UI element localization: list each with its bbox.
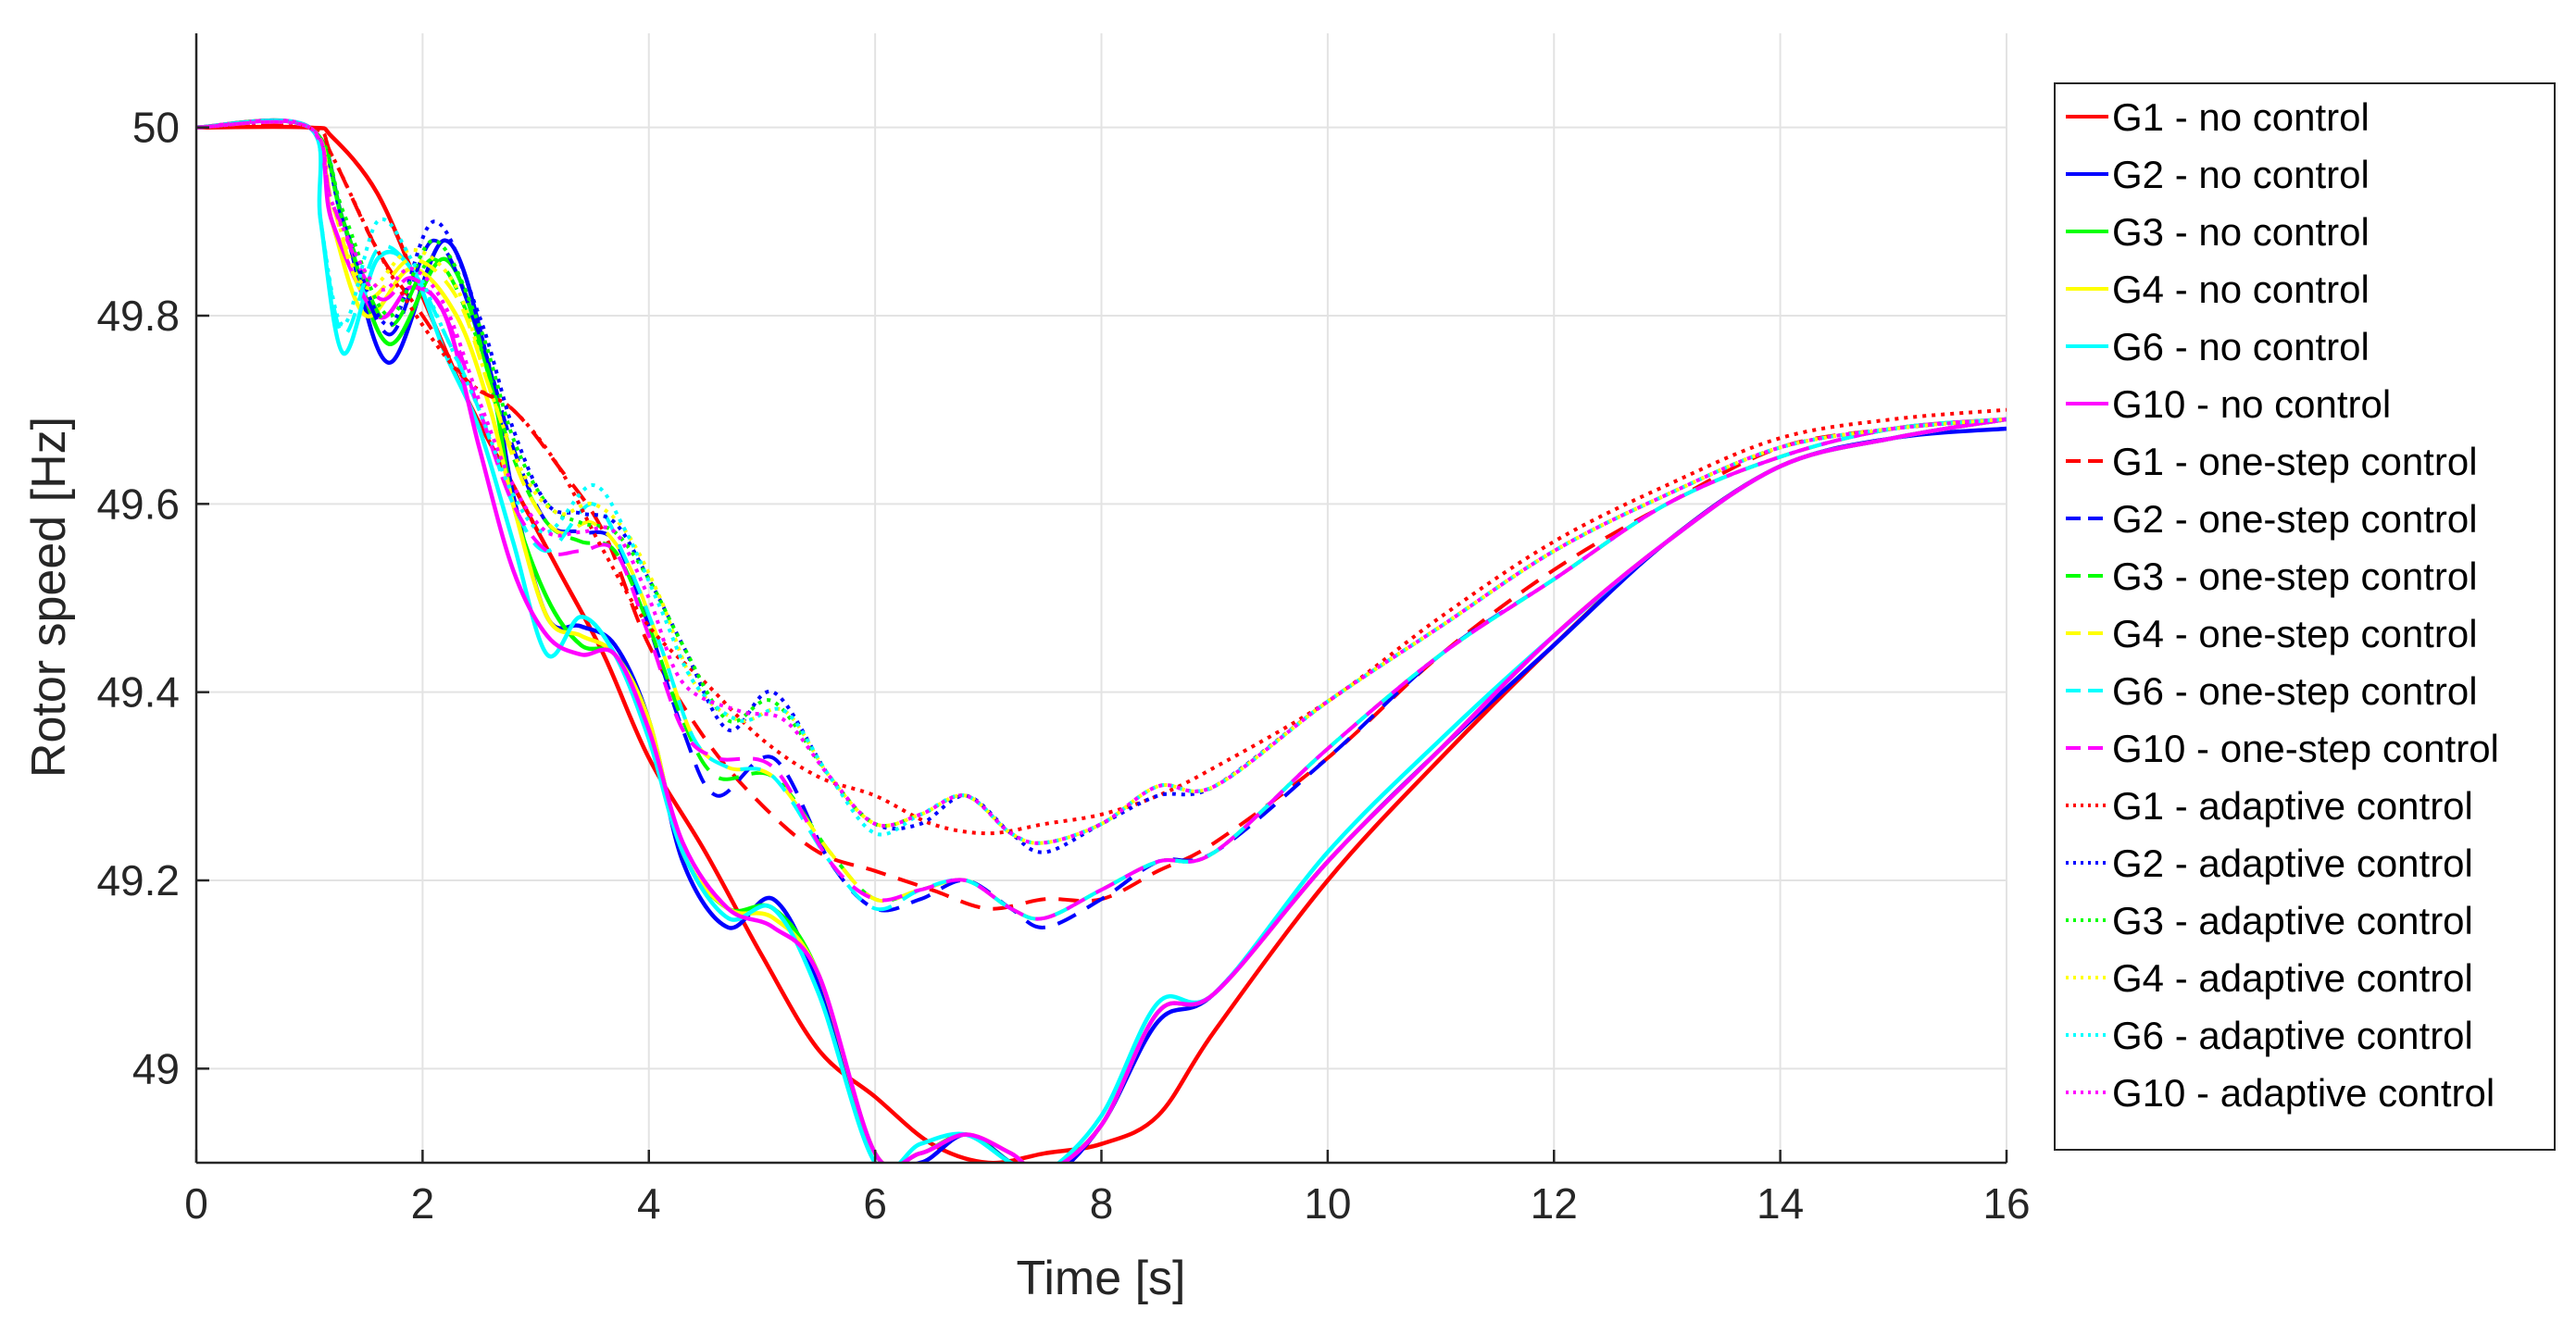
tick-labels: 0 2 4 6 8 10 12 14 16 49 49.2 49.4 49.6 49.8 50 xyxy=(96,104,2030,1228)
x-axis-label: Time [s] xyxy=(1017,1252,1186,1305)
y-tick-label: 50 xyxy=(132,104,180,152)
legend-entry-label: G3 - no control xyxy=(2112,210,2370,254)
legend-entry-label: G4 - one-step control xyxy=(2112,612,2478,655)
y-tick-label: 49 xyxy=(132,1044,180,1092)
grid xyxy=(195,33,2007,1163)
series-line-6 xyxy=(196,123,2007,911)
x-tick-label: 16 xyxy=(1982,1179,2030,1228)
legend-entry-label: G2 - one-step control xyxy=(2112,497,2478,541)
legend-entry-label: G2 - adaptive control xyxy=(2112,842,2473,885)
series-line-16 xyxy=(196,118,2007,845)
y-axis-label: Rotor speed [Hz] xyxy=(22,417,76,778)
series-line-13 xyxy=(196,118,2007,854)
legend-entry-label: G4 - adaptive control xyxy=(2112,956,2473,1000)
legend-entry-label: G10 - one-step control xyxy=(2112,727,2499,770)
legend-entry-label: G3 - one-step control xyxy=(2112,555,2478,598)
legend-entry-label: G6 - adaptive control xyxy=(2112,1014,2473,1057)
legend-entry-label: G10 - adaptive control xyxy=(2112,1071,2495,1115)
legend-entry-label: G4 - no control xyxy=(2112,268,2370,311)
x-tick-label: 14 xyxy=(1757,1179,1804,1228)
legend: G1 - no control G2 - no control G3 - no co… xyxy=(2054,82,2556,1151)
x-tick-label: 12 xyxy=(1531,1179,1578,1228)
legend-entry-label: G6 - one-step control xyxy=(2112,669,2478,713)
y-tick-label: 49.8 xyxy=(96,292,180,340)
y-tick-label: 49.4 xyxy=(96,668,180,717)
y-tick-label: 49.2 xyxy=(96,856,180,904)
axes xyxy=(194,33,2008,1165)
legend-box xyxy=(2054,82,2556,1151)
series-line-12 xyxy=(196,123,2007,836)
legend-entry-label: G6 - no control xyxy=(2112,325,2370,368)
legend-entry-label: G1 - one-step control xyxy=(2112,440,2478,483)
x-tick-label: 4 xyxy=(637,1179,661,1228)
series-line-9 xyxy=(196,119,2007,921)
legend-entry-label: G1 - no control xyxy=(2112,95,2370,139)
y-tick-label: 49.6 xyxy=(96,480,180,528)
legend-entry-label: G2 - no control xyxy=(2112,153,2370,196)
series-line-11 xyxy=(196,119,2007,921)
x-tick-label: 8 xyxy=(1090,1179,1114,1228)
legend-entry-label: G1 - adaptive control xyxy=(2112,784,2473,828)
legend-entry-label: G10 - no control xyxy=(2112,382,2391,426)
legend-entry-label: G3 - adaptive control xyxy=(2112,899,2473,942)
x-tick-label: 2 xyxy=(411,1179,435,1228)
x-tick-label: 0 xyxy=(184,1179,208,1228)
series-layer xyxy=(196,118,2007,1163)
x-tick-label: 10 xyxy=(1304,1179,1351,1228)
x-tick-label: 6 xyxy=(863,1179,887,1228)
